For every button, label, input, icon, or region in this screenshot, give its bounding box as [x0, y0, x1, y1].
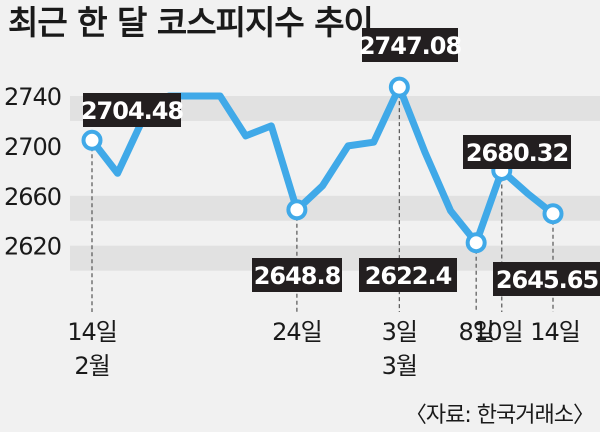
data-point-marker: [465, 232, 487, 254]
x-tick-label: 3월: [382, 352, 417, 380]
data-label-text: 2645.65: [496, 266, 599, 294]
data-point-marker: [388, 76, 410, 98]
data-label-box: [252, 258, 342, 292]
y-tick-label: 2740: [4, 83, 61, 111]
data-label: 2680.32: [463, 135, 571, 169]
data-label: 2704.48: [81, 93, 184, 127]
x-tick-label: 14일: [530, 318, 580, 346]
data-label: 2747.08: [359, 28, 462, 62]
y-tick-label: 2620: [4, 233, 61, 261]
data-label-text: 2704.48: [81, 97, 184, 125]
data-label-text: 2680.32: [466, 139, 568, 167]
data-label-box: [359, 258, 457, 292]
data-point-marker: [542, 203, 564, 225]
x-tick-label: 3일: [382, 318, 417, 346]
source-note: 〈자료: 한국거래소〉: [405, 403, 594, 428]
x-tick-label: 10일: [473, 318, 523, 346]
data-point-marker: [81, 129, 103, 151]
data-label-text: 2648.8: [254, 262, 341, 290]
grid-band: [70, 195, 600, 221]
data-label: 2645.65: [493, 262, 600, 296]
y-tick-label: 2660: [4, 183, 61, 211]
data-label-text: 2747.08: [359, 32, 462, 60]
data-label: 2648.8: [252, 258, 342, 292]
data-label-text: 2622.4: [365, 262, 452, 290]
data-label-box: [463, 135, 571, 169]
data-label-box: [362, 28, 458, 62]
data-point-marker: [286, 199, 308, 221]
grid-bands: [70, 96, 600, 271]
data-labels-group: 2704.48 2648.8 2747.08 2622.4 2680.32 2645.65: [81, 28, 600, 296]
y-tick-label: 2700: [4, 133, 61, 161]
data-label-box: [493, 262, 600, 296]
x-tick-label: 8일: [458, 318, 493, 346]
x-tick-label: 24일: [272, 318, 322, 346]
x-tick-label: 2월: [74, 352, 109, 380]
data-label: 2622.4: [359, 258, 457, 292]
data-label-box: [83, 93, 181, 127]
y-axis-ticks: 2620 2660 2700 2740: [4, 83, 62, 261]
x-tick-label: 14일: [67, 318, 117, 346]
chart-title: 최근 한 달 코스피지수 추이: [8, 3, 373, 42]
